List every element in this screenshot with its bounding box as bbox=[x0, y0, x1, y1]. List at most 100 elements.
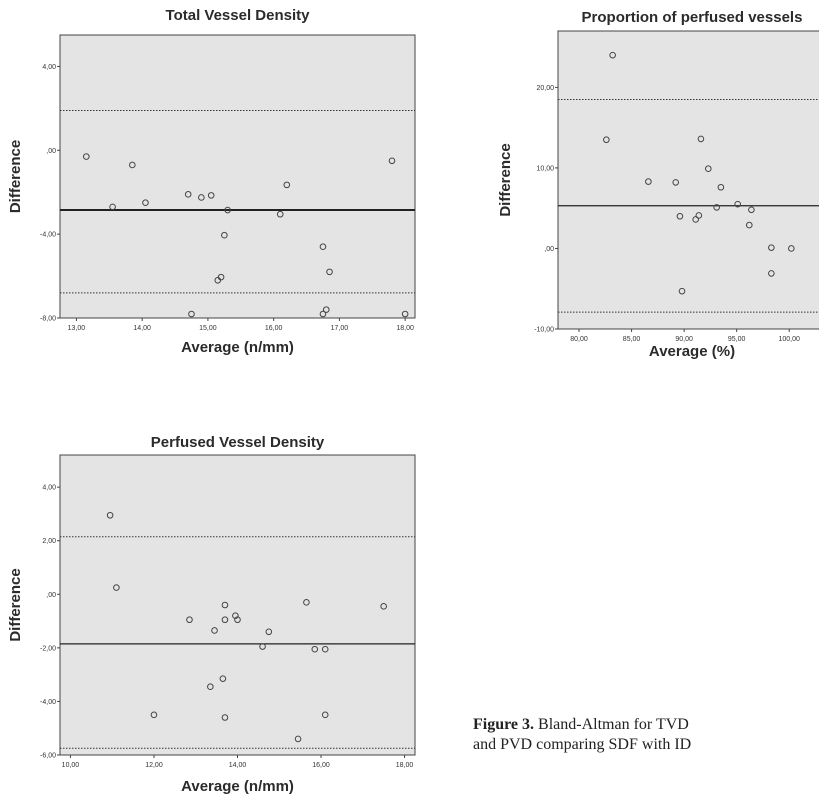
data-point bbox=[321, 645, 329, 653]
data-point bbox=[319, 310, 327, 318]
chart-total-vessel-density: Total Vessel Density Average (n/mm) Differ… bbox=[7, 7, 416, 356]
data-point bbox=[303, 599, 310, 606]
data-point bbox=[326, 268, 333, 276]
data-point bbox=[109, 203, 116, 211]
x-tick-label: 100,00 bbox=[779, 336, 801, 343]
data-point bbox=[713, 204, 720, 211]
x-tick-label: 18,00 bbox=[396, 325, 414, 332]
y-tick-label: -6,00 bbox=[40, 753, 56, 760]
data-point bbox=[221, 601, 229, 609]
x-tick-label: 15,00 bbox=[199, 325, 217, 332]
caption-label: Figure 3. bbox=[473, 716, 535, 733]
data-point bbox=[184, 191, 192, 198]
y-tick-label: ,00 bbox=[46, 148, 56, 155]
y-tick-label: 20,00 bbox=[536, 85, 554, 92]
chart-perfused-vessel-density: Perfused Vessel Density Average (n/mm) Dif… bbox=[7, 434, 416, 795]
data-point bbox=[265, 628, 273, 636]
y-tick-label: 10,00 bbox=[536, 165, 554, 172]
data-point bbox=[188, 310, 195, 318]
y-tick-label: ,00 bbox=[544, 246, 554, 253]
x-tick-label: 85,00 bbox=[623, 336, 641, 343]
data-point bbox=[207, 192, 215, 199]
data-point bbox=[259, 643, 266, 650]
x-tick-label: 18,00 bbox=[396, 762, 414, 769]
x-tick-label: 16,00 bbox=[265, 325, 283, 332]
x-axis-label: Average (n/mm) bbox=[181, 778, 294, 795]
data-point bbox=[692, 216, 699, 223]
y-tick-label: -4,00 bbox=[40, 232, 56, 239]
data-point bbox=[186, 616, 193, 624]
x-tick-label: 10,00 bbox=[62, 762, 80, 769]
data-point bbox=[645, 178, 652, 185]
chart-proportion-perfused-vessels: Proportion of perfused vessels Average (%… bbox=[497, 9, 819, 360]
chart-title: Proportion of perfused vessels bbox=[582, 9, 803, 26]
data-point bbox=[676, 212, 684, 220]
data-point bbox=[221, 714, 229, 721]
x-tick-label: 12,00 bbox=[145, 762, 163, 769]
data-point bbox=[380, 603, 387, 610]
data-point bbox=[745, 221, 753, 229]
data-point bbox=[224, 206, 231, 214]
data-point bbox=[768, 244, 775, 251]
y-axis-label: Difference bbox=[7, 568, 24, 641]
data-point bbox=[142, 199, 149, 207]
data-point bbox=[106, 511, 114, 519]
data-point bbox=[311, 645, 319, 653]
x-tick-label: 95,00 bbox=[728, 336, 746, 343]
x-tick-label: 13,00 bbox=[68, 325, 86, 332]
data-point bbox=[678, 287, 686, 295]
y-tick-label: -2,00 bbox=[40, 645, 56, 652]
data-point bbox=[695, 212, 703, 219]
data-point bbox=[609, 51, 616, 59]
data-point bbox=[788, 245, 795, 252]
data-point bbox=[113, 584, 120, 591]
y-tick-label: 4,00 bbox=[42, 485, 56, 492]
data-point bbox=[221, 616, 229, 624]
caption-text-line1: Bland-Altman for TVD bbox=[534, 716, 689, 733]
data-point bbox=[321, 711, 329, 719]
data-point bbox=[748, 206, 755, 214]
data-point bbox=[219, 675, 227, 682]
data-point bbox=[283, 181, 291, 189]
data-point bbox=[704, 165, 712, 173]
x-tick-label: 90,00 bbox=[675, 336, 693, 343]
y-axis-label: Difference bbox=[497, 143, 514, 216]
y-tick-label: 4,00 bbox=[42, 64, 56, 71]
y-axis-label: Difference bbox=[7, 140, 24, 213]
data-point bbox=[717, 183, 725, 191]
y-tick-label: ,00 bbox=[46, 592, 56, 599]
data-point bbox=[82, 153, 90, 160]
data-point bbox=[217, 273, 225, 281]
data-point bbox=[234, 616, 241, 624]
data-point bbox=[150, 711, 158, 719]
plot-area bbox=[59, 454, 416, 756]
data-point bbox=[221, 231, 228, 239]
x-axis-label: Average (%) bbox=[649, 343, 735, 360]
data-point bbox=[276, 210, 284, 218]
data-point bbox=[388, 157, 396, 165]
figure-caption: Figure 3. Bland-Altman for TVD and PVD c… bbox=[473, 715, 819, 755]
x-tick-label: 80,00 bbox=[570, 336, 588, 343]
x-tick-label: 17,00 bbox=[331, 325, 349, 332]
data-point bbox=[672, 179, 680, 186]
data-point bbox=[207, 683, 214, 690]
y-tick-label: -4,00 bbox=[40, 699, 56, 706]
data-point bbox=[322, 306, 330, 313]
data-point bbox=[319, 243, 327, 251]
y-tick-label: -8,00 bbox=[40, 316, 56, 323]
y-tick-label: 2,00 bbox=[42, 538, 56, 545]
plot-area bbox=[59, 34, 416, 319]
x-axis-label: Average (n/mm) bbox=[181, 339, 294, 356]
data-point bbox=[211, 627, 218, 634]
data-point bbox=[129, 161, 136, 169]
x-tick-label: 16,00 bbox=[312, 762, 330, 769]
data-point bbox=[734, 200, 742, 208]
data-point bbox=[603, 136, 610, 144]
data-point bbox=[294, 735, 302, 743]
data-point bbox=[401, 310, 409, 318]
chart-title: Perfused Vessel Density bbox=[151, 434, 325, 451]
y-tick-label: -10,00 bbox=[534, 327, 554, 334]
data-point bbox=[697, 135, 705, 143]
chart-title: Total Vessel Density bbox=[166, 7, 311, 24]
data-point bbox=[198, 194, 205, 201]
